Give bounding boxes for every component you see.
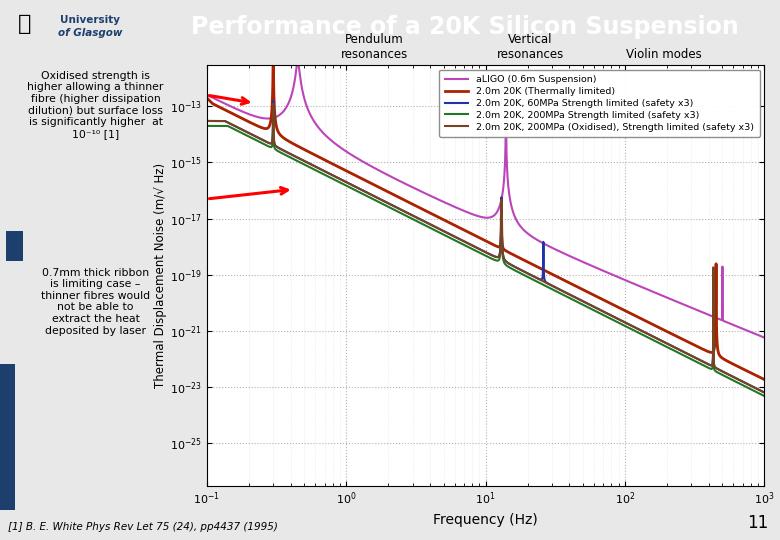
Text: 0.7mm thick ribbon
is limiting case –
thinner fibres would
not be able to
extrac: 0.7mm thick ribbon is limiting case – th… [41,268,150,335]
Text: 🛡: 🛡 [18,14,31,33]
Text: Oxidised strength is
higher allowing a thinner
fibre (higher dissipation
dilutio: Oxidised strength is higher allowing a t… [27,71,164,139]
Text: Performance of a 20K Silicon Suspension: Performance of a 20K Silicon Suspension [191,15,739,39]
X-axis label: Frequency (Hz): Frequency (Hz) [433,513,538,527]
Legend: aLIGO (0.6m Suspension), 2.0m 20K (Thermally limited), 2.0m 20K, 60MPa Strength : aLIGO (0.6m Suspension), 2.0m 20K (Therm… [439,70,760,137]
Text: University: University [60,15,120,25]
Text: of Glasgow: of Glasgow [58,28,122,38]
Text: Pendulum
resonances: Pendulum resonances [340,32,408,60]
Text: Vertical
resonances: Vertical resonances [497,32,564,60]
Bar [0,364,16,510]
Text: Violin modes: Violin modes [626,48,702,60]
Text: 11: 11 [747,514,768,532]
Text: [1] B. E. White Phys Rev Let 75 (24), pp4437 (1995): [1] B. E. White Phys Rev Let 75 (24), pp… [8,522,278,532]
Bar [5,231,23,261]
Y-axis label: Thermal Displacement Noise (m/√ Hz): Thermal Displacement Noise (m/√ Hz) [154,163,167,388]
